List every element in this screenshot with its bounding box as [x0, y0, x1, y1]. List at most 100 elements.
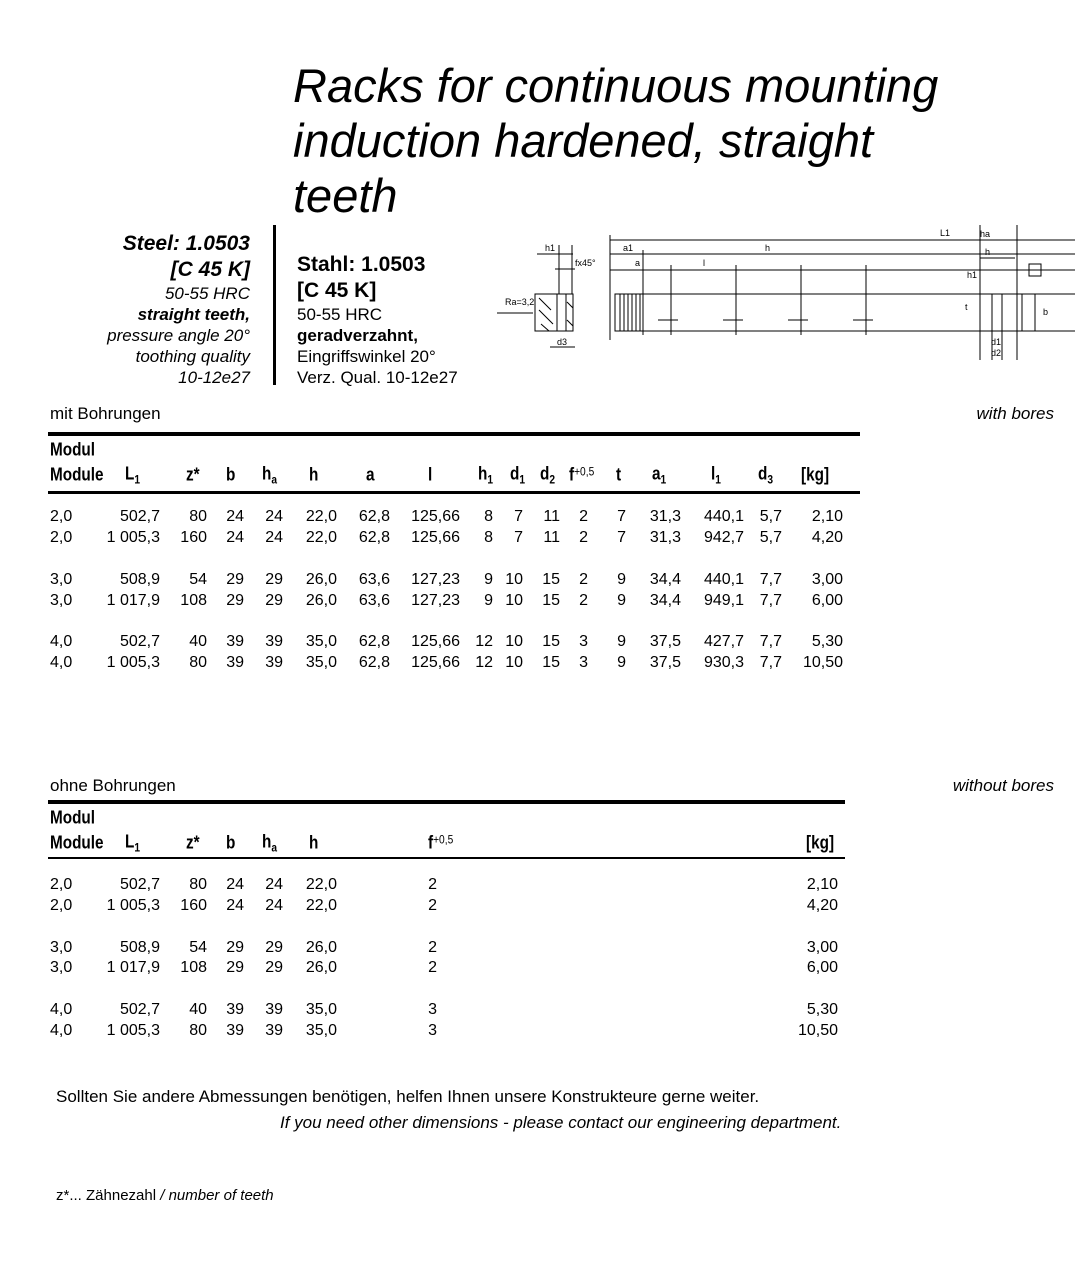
- table-cell: 39: [226, 654, 244, 671]
- table-cell: 127,23: [411, 592, 460, 609]
- table-cell: 2: [428, 876, 437, 893]
- table-cell: 29: [265, 571, 283, 588]
- column-header-label: a: [652, 463, 661, 484]
- steel-en: Steel: 1.0503: [122, 232, 250, 255]
- table-cell: 7,7: [759, 592, 782, 609]
- column-header-subscript: 3: [767, 472, 774, 487]
- column-header-label: z*: [186, 832, 200, 853]
- table-cell: 39: [265, 1001, 283, 1018]
- column-header-label: h: [262, 463, 272, 484]
- table-cell: 10,50: [802, 654, 843, 671]
- table-cell: 22,0: [305, 876, 337, 893]
- column-header-subscript: +0,5: [433, 832, 454, 847]
- table-cell: 80: [189, 654, 207, 671]
- table-cell: 62,8: [358, 529, 390, 546]
- table-cell: 1 005,3: [106, 654, 160, 671]
- table-cell: 440,1: [703, 508, 744, 525]
- table-cell: 3,00: [811, 571, 843, 588]
- table-cell: 2,10: [811, 508, 843, 525]
- table-cell: 9: [617, 633, 626, 650]
- column-header-label: l: [428, 464, 433, 485]
- table-cell: 24: [265, 876, 283, 893]
- column-header-label: t: [616, 464, 622, 485]
- column-header-label: Module: [50, 832, 104, 853]
- label-t: t: [965, 302, 968, 312]
- table-cell: 11: [543, 529, 560, 546]
- label-a1: a1: [623, 243, 633, 253]
- table-cell: 9: [617, 654, 626, 671]
- column-header-subscript: 1: [715, 472, 721, 487]
- table-cell: 125,66: [411, 508, 460, 525]
- column-header-label: z*: [186, 464, 200, 485]
- label-L1: L1: [940, 228, 950, 238]
- column-header-label: d: [540, 463, 550, 484]
- column-header-label: h: [309, 832, 319, 853]
- table-cell: 24: [265, 508, 283, 525]
- column-header-subscript: +0,5: [574, 464, 595, 479]
- column-header: [kg]: [801, 465, 829, 486]
- footnote-en: / number of teeth: [160, 1187, 274, 1204]
- column-header: f+0,5: [428, 833, 453, 854]
- table-cell: 39: [226, 1001, 244, 1018]
- table-cell: 9: [617, 571, 626, 588]
- table-cell: 7,7: [759, 571, 782, 588]
- table-cell: 4,20: [806, 897, 838, 914]
- column-header: z*: [186, 833, 200, 854]
- table-cell: 80: [189, 508, 207, 525]
- table-cell: 2,0: [50, 529, 73, 546]
- table-cell: 5,7: [759, 529, 782, 546]
- footnote: z*... Zähnezahl / number of teeth: [56, 1187, 274, 1204]
- table-cell: 39: [265, 654, 283, 671]
- table-cell: 2: [579, 571, 588, 588]
- table-cell: 8: [484, 508, 493, 525]
- table-cell: 3,0: [50, 939, 73, 956]
- page-title-line-2: induction hardened, straight: [293, 114, 874, 167]
- table-cell: 31,3: [649, 529, 681, 546]
- angle-en: pressure angle 20°: [107, 326, 250, 345]
- table-cell: 22,0: [305, 508, 337, 525]
- column-header-label: l: [711, 463, 716, 484]
- table-cell: 24: [226, 508, 244, 525]
- column-header-label: Module: [50, 464, 104, 485]
- table-cell: 31,3: [649, 508, 681, 525]
- column-header-label: [kg]: [801, 464, 830, 485]
- table-cell: 54: [189, 571, 207, 588]
- column-header-subscript: 1: [660, 472, 667, 487]
- label-a: a: [635, 258, 640, 268]
- header-modul: Modul: [50, 439, 96, 460]
- table-cell: 10: [505, 592, 523, 609]
- table-cell: 12: [475, 633, 493, 650]
- table-cell: 39: [265, 1022, 283, 1039]
- table-cell: 40: [189, 1001, 207, 1018]
- table-cell: 29: [226, 939, 244, 956]
- table-cell: 7: [617, 529, 626, 546]
- table-cell: 39: [265, 633, 283, 650]
- table-cell: 12: [475, 654, 493, 671]
- angle-de: Eingriffswinkel 20°: [297, 347, 436, 366]
- table-cell: 3,0: [50, 959, 73, 976]
- hardness-en: 50-55 HRC: [164, 284, 250, 303]
- table-cell: 6,00: [811, 592, 843, 609]
- table-cell: 160: [180, 529, 207, 546]
- spec-de: Stahl: 1.0503 [C 45 K] 50-55 HRC geradve…: [297, 252, 458, 388]
- table-cell: 930,3: [703, 654, 744, 671]
- teeth-en: straight teeth,: [137, 305, 250, 324]
- table-cell: 502,7: [119, 508, 160, 525]
- divider: [273, 225, 276, 385]
- table-cell: 427,7: [703, 633, 744, 650]
- table-cell: 7,7: [759, 633, 782, 650]
- table-cell: 160: [180, 897, 207, 914]
- column-header-label: L: [125, 831, 135, 852]
- column-header-label: a: [366, 464, 375, 485]
- table-cell: 1 017,9: [106, 959, 160, 976]
- label-ha: ha: [980, 229, 990, 239]
- page-title-line-1: Racks for continuous mounting: [293, 59, 939, 112]
- column-header-label: f: [428, 832, 434, 853]
- table-cell: 10,50: [797, 1022, 838, 1039]
- table-cell: 2,10: [806, 876, 838, 893]
- label-d2: d2: [991, 348, 1001, 358]
- column-header-label: b: [226, 832, 236, 853]
- table-cell: 15: [542, 592, 560, 609]
- table-cell: 1 005,3: [106, 1022, 160, 1039]
- column-header: d3: [758, 464, 773, 487]
